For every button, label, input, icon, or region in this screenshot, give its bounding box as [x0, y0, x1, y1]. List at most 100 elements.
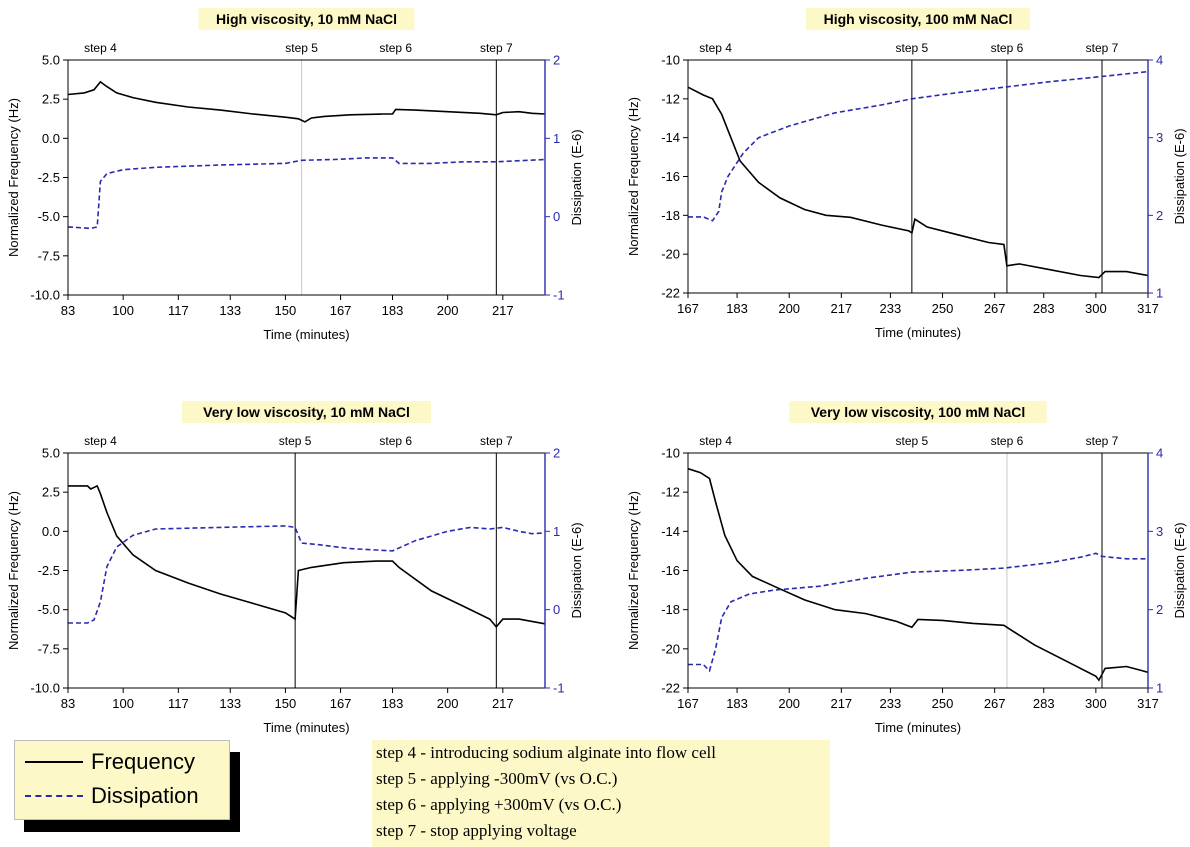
chart-title-background: [198, 8, 415, 30]
y2-tick-label: 2: [1156, 602, 1163, 617]
chart-title: Very low viscosity, 10 mM NaCl: [203, 404, 410, 420]
x-tick-label: 217: [492, 303, 514, 318]
frequency-series-line: [687, 467, 1149, 682]
legend-panel: Frequency Dissipation: [14, 740, 230, 820]
x-axis-label: Time (minutes): [875, 720, 961, 735]
step-label: step 4: [699, 41, 732, 55]
step-label: step 7: [1086, 434, 1119, 448]
x-tick-label: 183: [726, 696, 748, 711]
frequency-series-line: [68, 484, 546, 629]
x-tick-label: 317: [1137, 696, 1159, 711]
step-label: step 6: [991, 434, 1024, 448]
y-tick-label: 0.0: [42, 524, 60, 539]
y-tick-label: -20: [661, 247, 680, 262]
y-axis-label: Normalized Frequency (Hz): [6, 491, 21, 650]
step-note: step 4 - introducing sodium alginate int…: [376, 743, 716, 762]
x-tick-label: 117: [168, 303, 189, 318]
x-tick-label: 283: [1033, 696, 1055, 711]
x-tick-label: 233: [880, 301, 902, 316]
chart-panel: Very low viscosity, 10 mM NaCl step 4 step…: [6, 401, 584, 735]
step-label: step 5: [896, 434, 929, 448]
x-tick-label: 300: [1085, 696, 1107, 711]
legend-swatch-dashed: [25, 795, 83, 797]
x-tick-label: 267: [984, 301, 1006, 316]
y-axis-label: Normalized Frequency (Hz): [626, 97, 641, 256]
x-tick-label: 317: [1137, 301, 1159, 316]
x-tick-label: 250: [932, 301, 954, 316]
frequency-series-line: [67, 80, 546, 123]
x-tick-label: 83: [61, 303, 75, 318]
y-tick-label: -10.0: [30, 681, 60, 696]
x-tick-label: 167: [330, 303, 352, 318]
x-tick-label: 133: [219, 303, 241, 318]
x-tick-label: 150: [275, 303, 297, 318]
legend-item-dissipation: Dissipation: [25, 781, 199, 811]
y-tick-label: -2.5: [38, 563, 60, 578]
y2-tick-label: 2: [553, 446, 560, 461]
y2-tick-label: 1: [1156, 286, 1163, 301]
y-tick-label: -12: [661, 485, 680, 500]
y2-tick-label: 4: [1156, 53, 1163, 68]
y2-tick-label: -1: [553, 681, 565, 696]
x-tick-label: 167: [330, 696, 352, 711]
y-tick-label: 5.0: [42, 446, 60, 461]
y-axis-label: Normalized Frequency (Hz): [626, 491, 641, 650]
y-tick-label: -18: [661, 602, 680, 617]
legend: Frequency Dissipation: [14, 740, 240, 832]
step-label: step 5: [285, 41, 318, 55]
y-tick-label: -16: [661, 169, 680, 184]
step-label: step 5: [279, 434, 312, 448]
chart-panel: Very low viscosity, 100 mM NaCl step 4 ste…: [626, 401, 1187, 735]
step-notes: step 4 - introducing sodium alginate int…: [372, 740, 830, 847]
x-axis-label: Time (minutes): [263, 720, 349, 735]
y-tick-label: -14: [661, 130, 680, 145]
step-note: step 5 - applying -300mV (vs O.C.): [376, 769, 618, 788]
x-tick-label: 83: [61, 696, 75, 711]
step-label: step 7: [480, 434, 513, 448]
chart-panel: High viscosity, 100 mM NaCl step 4 step 5 s…: [626, 8, 1187, 340]
y-tick-label: -12: [661, 91, 680, 106]
legend-label-frequency: Frequency: [91, 749, 195, 774]
figure-canvas: High viscosity, 10 mM NaCl step 4 step 5 st…: [6, 8, 1187, 735]
y-tick-label: 5.0: [42, 53, 60, 68]
x-axis-label: Time (minutes): [875, 325, 961, 340]
y-tick-label: -10: [661, 446, 680, 461]
dissipation-series-line: [67, 157, 546, 230]
x-tick-label: 183: [382, 303, 404, 318]
step-label: step 5: [896, 41, 929, 55]
y2-tick-label: 1: [553, 524, 560, 539]
y2-axis-label: Dissipation (E-6): [569, 129, 584, 225]
y-tick-label: -7.5: [38, 641, 60, 656]
y-tick-label: -10.0: [30, 288, 60, 303]
dissipation-series-line: [68, 525, 546, 624]
step-label: step 6: [991, 41, 1024, 55]
x-tick-label: 200: [778, 696, 800, 711]
y2-axis-label: Dissipation (E-6): [1172, 128, 1187, 224]
x-tick-label: 167: [677, 301, 699, 316]
y-tick-label: 2.5: [42, 485, 60, 500]
chart-title: High viscosity, 10 mM NaCl: [216, 11, 397, 27]
y2-tick-label: 1: [1156, 681, 1163, 696]
x-tick-label: 200: [437, 303, 459, 318]
y-tick-label: -7.5: [38, 248, 60, 263]
frequency-series-line: [687, 86, 1149, 279]
y-tick-label: -22: [661, 286, 680, 301]
y2-tick-label: 3: [1156, 524, 1163, 539]
step-label: step 7: [1086, 41, 1119, 55]
x-tick-label: 133: [219, 696, 241, 711]
y2-tick-label: 4: [1156, 446, 1163, 461]
x-tick-label: 267: [984, 696, 1006, 711]
y2-tick-label: 2: [553, 53, 560, 68]
y-tick-label: -18: [661, 208, 680, 223]
step-label: step 7: [480, 41, 513, 55]
step-note: step 6 - applying +300mV (vs O.C.): [376, 795, 622, 814]
dissipation-series-line: [688, 70, 1149, 222]
y2-tick-label: 1: [553, 131, 560, 146]
step-label: step 4: [84, 434, 117, 448]
y-tick-label: -2.5: [38, 170, 60, 185]
step-label: step 4: [699, 434, 732, 448]
y-tick-label: -5.0: [38, 209, 60, 224]
y2-tick-label: 3: [1156, 130, 1163, 145]
y2-tick-label: -1: [553, 288, 565, 303]
y-tick-label: 0.0: [42, 131, 60, 146]
